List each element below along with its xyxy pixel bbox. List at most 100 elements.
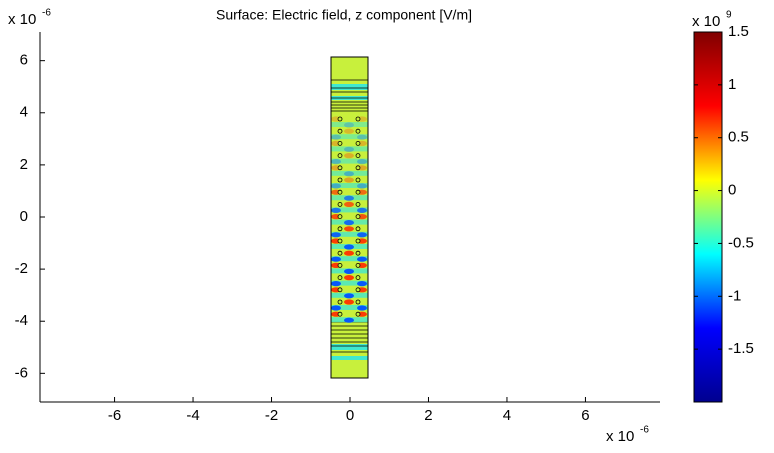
hole xyxy=(337,299,343,305)
field-lobe xyxy=(344,268,354,274)
colorbar-exponent-power: 9 xyxy=(726,10,732,21)
hole xyxy=(355,128,361,134)
hole xyxy=(337,275,343,281)
field-band xyxy=(331,84,368,90)
hole xyxy=(337,177,343,183)
field-lobe xyxy=(331,183,341,189)
field-lobe xyxy=(344,128,354,134)
field-lobe xyxy=(344,201,354,207)
hole xyxy=(337,128,343,134)
y-tick-label: -4 xyxy=(15,312,28,329)
y-tick-label: 0 xyxy=(20,208,28,225)
y-exponent-power: -6 xyxy=(42,8,51,19)
colorbar-tick-label: -1.5 xyxy=(728,340,754,357)
field-lobe xyxy=(344,317,354,323)
device-outline xyxy=(330,56,369,379)
y-tick-label: 6 xyxy=(20,52,28,69)
field-surface xyxy=(331,57,368,378)
hole xyxy=(355,165,361,171)
y-exponent-base: x 10 xyxy=(8,11,36,28)
x-exponent-power: -6 xyxy=(640,425,649,436)
field-lobe xyxy=(344,226,354,232)
colorbar-tick-label: 1.5 xyxy=(728,23,749,40)
field-lobe xyxy=(357,159,367,165)
field-lobe xyxy=(344,220,354,226)
colorbar-exponent-base: x 10 xyxy=(692,13,720,30)
hole xyxy=(337,238,343,244)
field-lobe xyxy=(331,281,341,287)
field-lobe xyxy=(331,207,341,213)
x-tick-label: 2 xyxy=(424,407,432,424)
field-band xyxy=(331,183,368,188)
colorbar-tick-label: -0.5 xyxy=(728,234,754,251)
hole xyxy=(355,201,361,207)
hole xyxy=(355,116,361,122)
field-lobe xyxy=(331,256,341,262)
hole xyxy=(355,299,361,305)
field-lobe xyxy=(357,305,367,311)
hole xyxy=(337,214,343,220)
hole xyxy=(337,116,343,122)
field-lobe xyxy=(344,146,354,152)
hole xyxy=(337,153,343,159)
field-lobe xyxy=(344,244,354,250)
field-lobe xyxy=(331,305,341,311)
field-lobe xyxy=(344,177,354,183)
x-tick-label: -4 xyxy=(186,407,199,424)
hole xyxy=(337,311,343,317)
field-lobe xyxy=(344,122,354,128)
y-tick-label: -6 xyxy=(15,364,28,381)
hole xyxy=(355,238,361,244)
hole xyxy=(355,311,361,317)
field-band xyxy=(331,158,368,164)
hole xyxy=(355,214,361,220)
field-band xyxy=(331,256,368,262)
field-lobe xyxy=(357,183,367,189)
hole xyxy=(337,250,343,256)
x-tick-label: 6 xyxy=(581,407,589,424)
field-lobe xyxy=(357,281,367,287)
field-lobe xyxy=(331,159,341,165)
hole xyxy=(337,262,343,268)
y-tick-label: 4 xyxy=(20,104,28,121)
field-lobe xyxy=(357,207,367,213)
field-lobe xyxy=(357,134,367,140)
colorbar-tick-label: 0.5 xyxy=(728,129,749,146)
hole xyxy=(355,275,361,281)
hole xyxy=(355,226,361,232)
x-exponent-base: x 10 xyxy=(606,428,634,445)
field-lobe xyxy=(344,299,354,305)
colorbar xyxy=(693,31,723,403)
hole xyxy=(355,177,361,183)
field-band xyxy=(331,344,368,350)
colorbar-tick-label: -1 xyxy=(728,287,741,304)
field-lobe xyxy=(344,250,354,256)
colorbar-tick-label: 0 xyxy=(728,182,736,199)
hole xyxy=(355,189,361,195)
field-band xyxy=(331,231,368,237)
field-lobe xyxy=(344,171,354,177)
colorbar-tick-label: 1 xyxy=(728,76,736,93)
field-lobe xyxy=(357,232,367,238)
hole xyxy=(337,189,343,195)
field-lobe xyxy=(331,134,341,140)
hole xyxy=(355,287,361,293)
field-band xyxy=(331,146,368,152)
chart-title: Surface: Electric field, z component [V/… xyxy=(216,7,472,23)
hole xyxy=(355,250,361,256)
field-band xyxy=(331,356,368,360)
hole xyxy=(337,201,343,207)
field-lobe xyxy=(344,275,354,281)
field-lobe xyxy=(357,256,367,262)
hole xyxy=(355,140,361,146)
hole xyxy=(337,287,343,293)
field-lobe xyxy=(344,293,354,299)
field-lobe xyxy=(344,195,354,201)
x-tick-label: 0 xyxy=(346,407,354,424)
field-band xyxy=(331,207,368,213)
field-lobe xyxy=(331,232,341,238)
hole xyxy=(355,153,361,159)
field-band xyxy=(331,134,368,140)
y-tick-label: 2 xyxy=(20,156,28,173)
